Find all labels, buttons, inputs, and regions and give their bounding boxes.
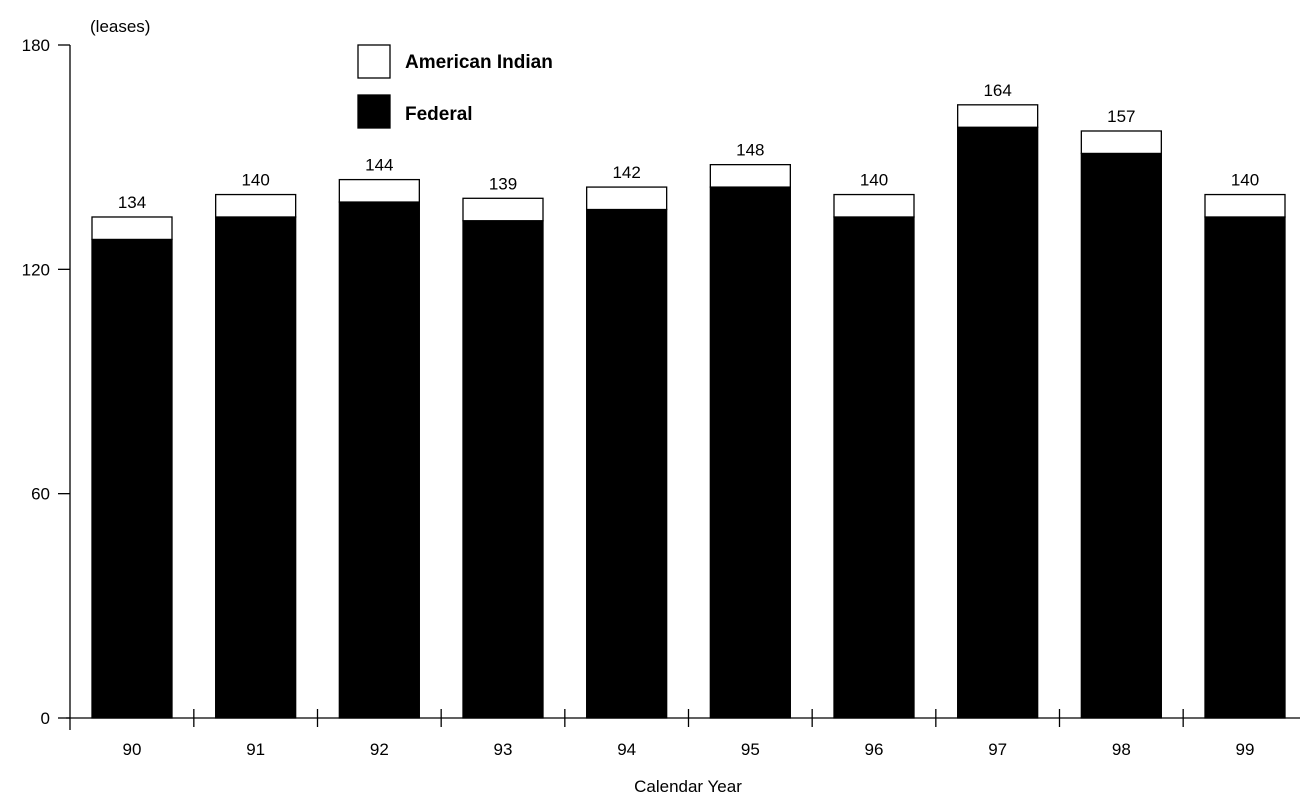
- legend-label-american-indian: American Indian: [405, 52, 553, 73]
- x-tick-label: 99: [1236, 740, 1255, 759]
- bar-total-label: 157: [1107, 107, 1135, 126]
- y-tick-label: 60: [31, 485, 50, 504]
- bar-total-label: 139: [489, 174, 517, 193]
- x-tick-label: 98: [1112, 740, 1131, 759]
- bar-segment-american-indian: [833, 193, 915, 218]
- legend-label-federal: Federal: [405, 104, 473, 125]
- bar-total-label: 140: [1231, 171, 1259, 190]
- y-tick-label: 180: [22, 36, 50, 55]
- bar-segment-federal: [709, 186, 791, 719]
- bar-total-label: 142: [612, 163, 640, 182]
- legend-swatch-american-indian: [357, 44, 391, 79]
- bar-segment-american-indian: [709, 163, 791, 188]
- x-tick-label: 92: [370, 740, 389, 759]
- x-axis-label: Calendar Year: [634, 777, 742, 796]
- legend: American Indian Federal: [357, 44, 553, 129]
- bar-total-label: 134: [118, 193, 146, 212]
- bar-segment-american-indian: [462, 197, 544, 222]
- bar-segment-federal: [833, 216, 915, 719]
- x-tick-label: 91: [246, 740, 265, 759]
- bar-segment-federal: [957, 126, 1039, 719]
- legend-swatch-federal: [357, 94, 391, 129]
- x-tick-label: 90: [123, 740, 142, 759]
- y-tick-label: 120: [22, 260, 50, 279]
- x-tick-label: 94: [617, 740, 636, 759]
- bar-segment-american-indian: [1080, 130, 1162, 155]
- bar-total-label: 140: [241, 171, 269, 190]
- bars: [91, 104, 1286, 719]
- bar-segment-federal: [91, 238, 173, 719]
- labels: 134 90 140 91 144 92 139 93 142 94 148 95 140 96 164 97…: [118, 81, 1259, 759]
- bar-segment-american-indian: [338, 178, 420, 203]
- bar-segment-federal: [338, 201, 420, 719]
- bar-segment-federal: [215, 216, 297, 719]
- bar-segment-american-indian: [91, 216, 173, 241]
- bar-segment-federal: [1204, 216, 1286, 719]
- x-tick-label: 95: [741, 740, 760, 759]
- bar-segment-american-indian: [215, 193, 297, 218]
- bar-segment-american-indian: [1204, 193, 1286, 218]
- bar-total-label: 140: [860, 171, 888, 190]
- bar-segment-federal: [1080, 152, 1162, 719]
- bar-segment-federal: [586, 208, 668, 719]
- bar-segment-american-indian: [957, 104, 1039, 128]
- bar-total-label: 148: [736, 141, 764, 160]
- x-tick-label: 96: [865, 740, 884, 759]
- x-tick-label: 93: [494, 740, 513, 759]
- y-tick-label: 0: [41, 709, 50, 728]
- y-axis-label: (leases): [90, 17, 150, 36]
- bar-total-label: 164: [983, 81, 1011, 100]
- bar-segment-federal: [462, 220, 544, 719]
- bar-segment-american-indian: [586, 186, 668, 211]
- x-tick-label: 97: [988, 740, 1007, 759]
- bar-total-label: 144: [365, 156, 393, 175]
